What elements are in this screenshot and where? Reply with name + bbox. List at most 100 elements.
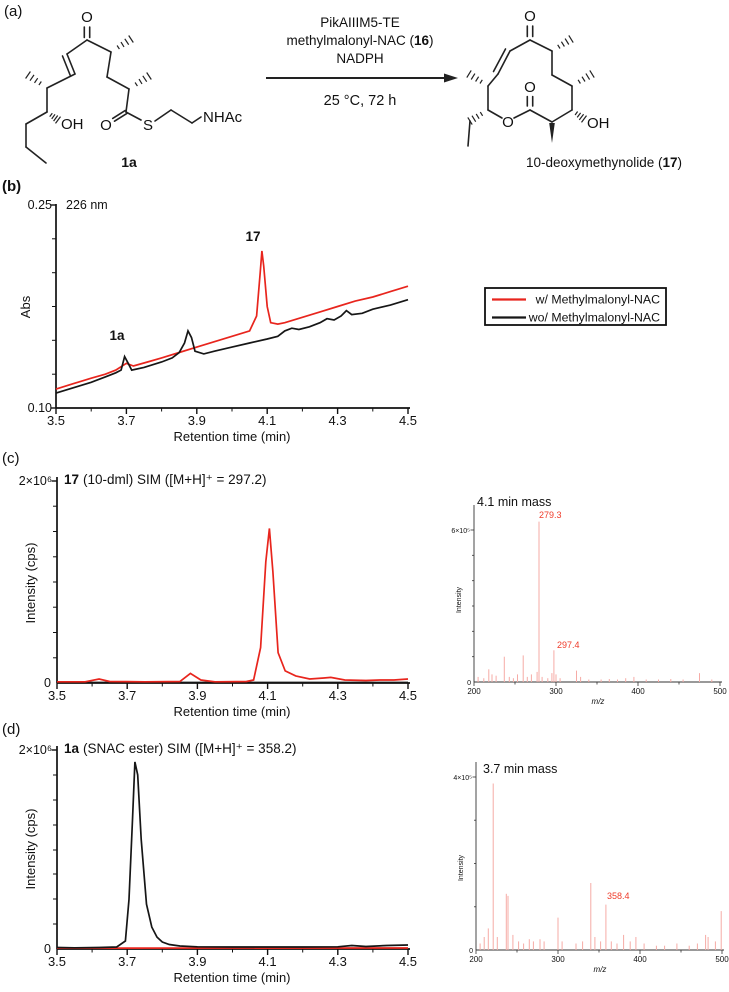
svg-text:4.1: 4.1 (259, 954, 277, 969)
x-tick-labels: 200 300 400 500 (469, 955, 729, 964)
svg-text:4.3: 4.3 (329, 688, 347, 703)
bond (46, 73, 76, 89)
bond (25, 111, 48, 125)
x-ticks (55, 408, 409, 414)
y-minor-ticks (53, 505, 57, 659)
svg-text:200: 200 (469, 955, 483, 964)
x-axis-title: m/z (592, 697, 605, 706)
reactant-structure-1a: O O S NHAc OH (25, 9, 243, 170)
bond (106, 51, 112, 78)
condition-temp-time: 25 °C, 72 h (324, 93, 397, 109)
x-ticks (473, 682, 721, 686)
mz-label-358: 358.4 (607, 891, 630, 901)
mz-label-297: 297.4 (557, 640, 580, 650)
y-tick-label-top: 6×10⁵ (451, 528, 470, 535)
y-minor-ticks (474, 819, 476, 908)
x-axis-title: Retention time (min) (173, 429, 290, 444)
bond (106, 76, 130, 90)
svg-text:4.3: 4.3 (329, 413, 347, 428)
y-tick-label-top: 4×10⁵ (453, 775, 472, 782)
hash-wedge-oh (574, 111, 587, 123)
svg-text:300: 300 (549, 687, 563, 696)
y-tick-label-bottom: 0 (469, 948, 473, 955)
wavelength-annotation: 226 nm (66, 198, 108, 212)
y-axis-title: Intensity (456, 586, 463, 613)
spectrum-sticks (477, 521, 713, 682)
y-minor-ticks (472, 554, 474, 658)
condition-substrate: methylmalonyl-NAC (16) (286, 33, 433, 48)
svg-text:3.9: 3.9 (188, 954, 206, 969)
y-tick-label-top: 2×10⁶ (19, 474, 52, 488)
panel-c-title: 17 (10-dml) SIM ([M+H]⁺ = 297.2) (64, 472, 266, 487)
x-ticks (56, 949, 409, 955)
bond (111, 109, 126, 120)
condition-cofactor: NADPH (336, 51, 383, 66)
bond (487, 109, 503, 119)
x-axis-title: Retention time (min) (173, 970, 290, 985)
ester-o-label: O (524, 79, 536, 96)
inset-ms-3-7: 3.7 min mass 4×10⁵ 0 Intensity 200 300 4… (453, 762, 729, 974)
svg-text:4.1: 4.1 (259, 688, 277, 703)
svg-text:3.5: 3.5 (48, 954, 66, 969)
x-tick-labels: 200 300 400 500 (467, 687, 727, 696)
nhac-label: NHAc (203, 109, 243, 126)
hash-methyl (577, 70, 595, 84)
panel-a-scheme: (a) O O S NHAc (4, 3, 682, 170)
reaction-arrow-group: PikAIIIM5-TE methylmalonyl-NAC (16) NADP… (266, 15, 458, 109)
bond (487, 73, 499, 87)
svg-text:200: 200 (467, 687, 481, 696)
x-tick-labels: 3.5 3.7 3.9 4.1 4.3 4.5 (47, 413, 417, 428)
svg-text:3.9: 3.9 (188, 688, 206, 703)
hash-methyl (466, 70, 483, 84)
panel-c-letter: (c) (2, 450, 20, 467)
svg-text:400: 400 (633, 955, 647, 964)
ring-o-label: O (502, 114, 514, 131)
thioester-o-label: O (100, 117, 112, 134)
bond (529, 39, 553, 52)
bond (113, 112, 128, 122)
trace-with-mmnac (55, 250, 409, 390)
hash-methyl (25, 71, 42, 86)
legend-label-with: w/ Methylmalonyl-NAC (535, 293, 660, 307)
svg-text:500: 500 (715, 955, 729, 964)
svg-text:500: 500 (713, 687, 727, 696)
hash-methyl (134, 72, 152, 87)
panel-b-hplc: (b) 0.25 0.10 226 nm Abs 3.5 3.7 3.9 4.1… (2, 178, 667, 444)
panel-a-letter: (a) (4, 3, 22, 20)
spectrum-sticks (479, 783, 722, 950)
bond (509, 39, 531, 52)
bond (551, 74, 573, 87)
peak-label-1a: 1a (109, 328, 125, 343)
hash-methyl (557, 35, 574, 49)
bond (25, 146, 47, 164)
trace-black-sim (56, 761, 409, 949)
bond (66, 39, 88, 55)
trace-red-sim (57, 528, 409, 683)
y-tick-label-bottom: 0.10 (28, 401, 52, 415)
bond (170, 109, 193, 124)
bond (125, 111, 142, 121)
panel-b-letter: (b) (2, 178, 21, 195)
x-tick-labels: 3.5 3.7 3.9 4.1 4.3 4.5 (48, 954, 417, 969)
y-tick-label-top: 2×10⁶ (19, 743, 52, 757)
y-tick-label-bottom: 0 (44, 676, 51, 690)
trace-without-mmnac (55, 298, 409, 394)
x-ticks (56, 683, 409, 689)
x-axis-title: m/z (594, 965, 607, 974)
svg-text:3.7: 3.7 (118, 688, 136, 703)
bond (154, 109, 172, 122)
y-axis-title: Intensity (cps) (23, 809, 38, 890)
x-axis-title: Retention time (min) (173, 704, 290, 719)
oh-label: OH (587, 115, 610, 132)
peak-label-17: 17 (245, 229, 260, 244)
legend-box (484, 287, 667, 326)
product-structure-17: O O O OH (466, 8, 682, 170)
y-tick-label-top: 0.25 (28, 198, 52, 212)
bond (66, 53, 76, 75)
bond (467, 120, 471, 147)
svg-text:400: 400 (631, 687, 645, 696)
y-axis-title: Abs (18, 295, 33, 318)
sulfur-label: S (143, 117, 153, 134)
bond (492, 48, 507, 73)
